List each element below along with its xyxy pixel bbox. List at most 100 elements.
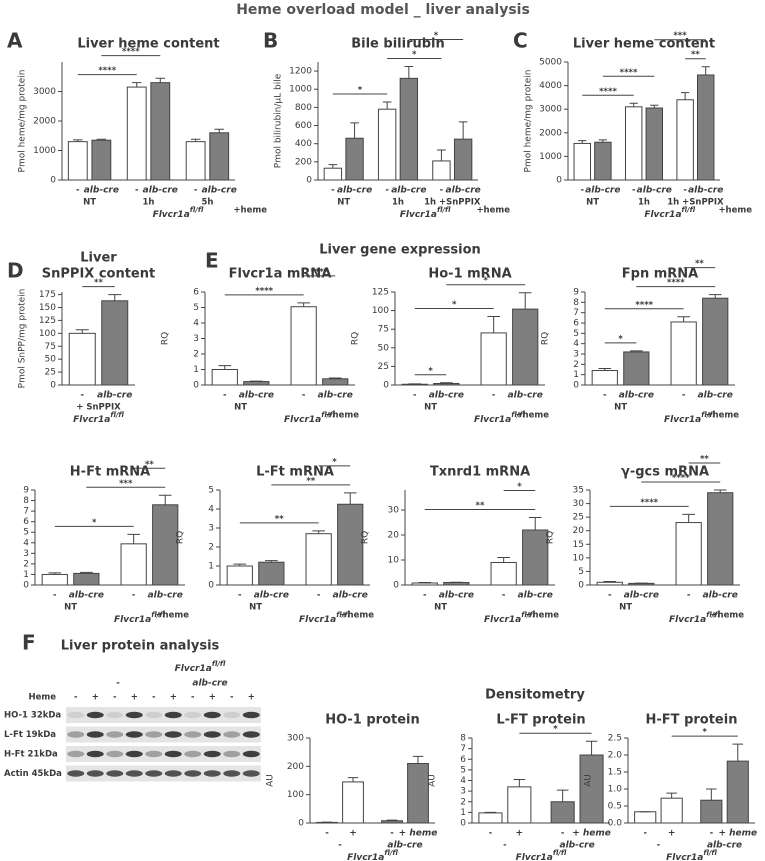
error-bar [484,811,497,813]
y-tick-label: 100 [39,329,56,339]
y-tick-label: 25 [573,513,584,523]
significance-label: * [92,518,97,528]
error-bar [218,365,232,370]
genotype-sup: fl/fl [151,611,165,619]
significance-label: **** [672,474,690,484]
y-tick-label: 1.0 [608,785,623,795]
x-tick-label: alb-cre [84,186,119,196]
chart-title: L-FT protein [496,713,585,728]
significance-label: **** [620,68,638,78]
section-title: Liver protein analysis [61,639,220,654]
treatment-label: +heme [325,411,359,421]
error-bar [386,819,398,821]
error-bar [440,382,453,384]
error-bar [513,778,526,787]
error-bar [732,743,744,762]
y-tick-label: 125 [39,316,56,326]
genotype: Flvcr1a [664,415,701,425]
section-title: Liver gene expression [319,243,481,258]
x-tick-label: - [489,829,493,839]
y-tick-label: 2.0 [608,751,623,761]
error-bar [158,494,172,505]
significance-label: * [358,85,363,95]
y-tick-label: 3000 [33,87,56,97]
x-tick-label: alb-cre [202,186,237,196]
error-bar [108,294,122,301]
error-bar [708,294,722,299]
genotype-sup: fl/fl [321,411,335,419]
blot-band [67,770,85,777]
y-tick-label: 0 [208,581,214,591]
y-tick-label: 4 [573,339,579,349]
error-bar [677,316,690,322]
error-bar [214,128,224,133]
bar [490,562,517,586]
blot-band [203,750,221,758]
panel-letter: B [263,29,278,53]
x-tick-label: alb-cre [518,591,553,601]
bar [185,141,206,181]
error-bar [343,492,357,505]
significance-label: **** [122,47,140,57]
bar [41,573,68,586]
error-bar [556,789,569,802]
blot-group: alb-cre [192,679,227,689]
genotype: Flvcr1a [644,210,681,220]
error-bar [497,557,510,563]
y-tick-label: 1 [193,365,199,375]
x-tick-label: - [223,391,227,401]
genotype: Flvcr1a [284,415,321,425]
error-bar [630,350,643,352]
bar [624,106,643,181]
y-tick-label: 0.0 [608,819,623,829]
y-tick-label: 3 [193,334,199,344]
error-bar [132,82,142,88]
significance-label: * [332,457,337,467]
blot-band [86,750,104,758]
x-tick-label: alb-cre [148,591,183,601]
x-tick-label: alb-cre [688,186,723,196]
significance-label: * [428,366,433,376]
genotype-label: Flvcr1afl/fl [299,611,350,625]
bar [670,321,697,386]
band-label: HO-1 32kDa [4,711,61,721]
significance-label: *** [673,31,687,41]
genotype: Flvcr1a [299,615,336,625]
chart-title: SnPPIX content [42,267,155,282]
y-tick-label: 5 [208,486,214,496]
x-tick-label: - [423,591,427,601]
chart-title: H-Ft mRNA [70,465,150,480]
blot-band [164,750,182,758]
error-bar [598,139,607,143]
bar [322,378,349,386]
x-tick-label: - [603,391,607,401]
y-axis-label: AU [266,774,276,787]
x-tick-label: alb-cre [318,391,353,401]
error-bar [458,121,468,140]
x-tick-label: - [302,391,306,401]
error-bar [706,788,717,801]
chart-title: L-Ft mRNA [256,465,334,480]
group-label: NT [234,403,247,413]
bar [573,142,592,181]
bar [226,565,253,586]
group-label: NT [249,603,262,613]
y-tick-label: 4 [193,319,199,329]
significance-label: **** [635,300,653,310]
bar [702,297,729,386]
bar [290,306,317,386]
error-bar [328,377,342,379]
error-bar [347,777,359,782]
x-tick-label: + [349,829,357,839]
group-label: alb-cre [707,841,742,851]
blot-row-label: Heme [28,693,56,703]
x-tick-label: alb-cre [143,186,178,196]
blot-band [67,731,85,738]
blot-band [223,731,241,738]
y-tick-label: 25 [378,362,389,372]
x-tick-label: - [413,391,417,401]
group-label: 5h [201,198,213,208]
genotype-label: Flvcr1afl/fl [474,411,525,425]
